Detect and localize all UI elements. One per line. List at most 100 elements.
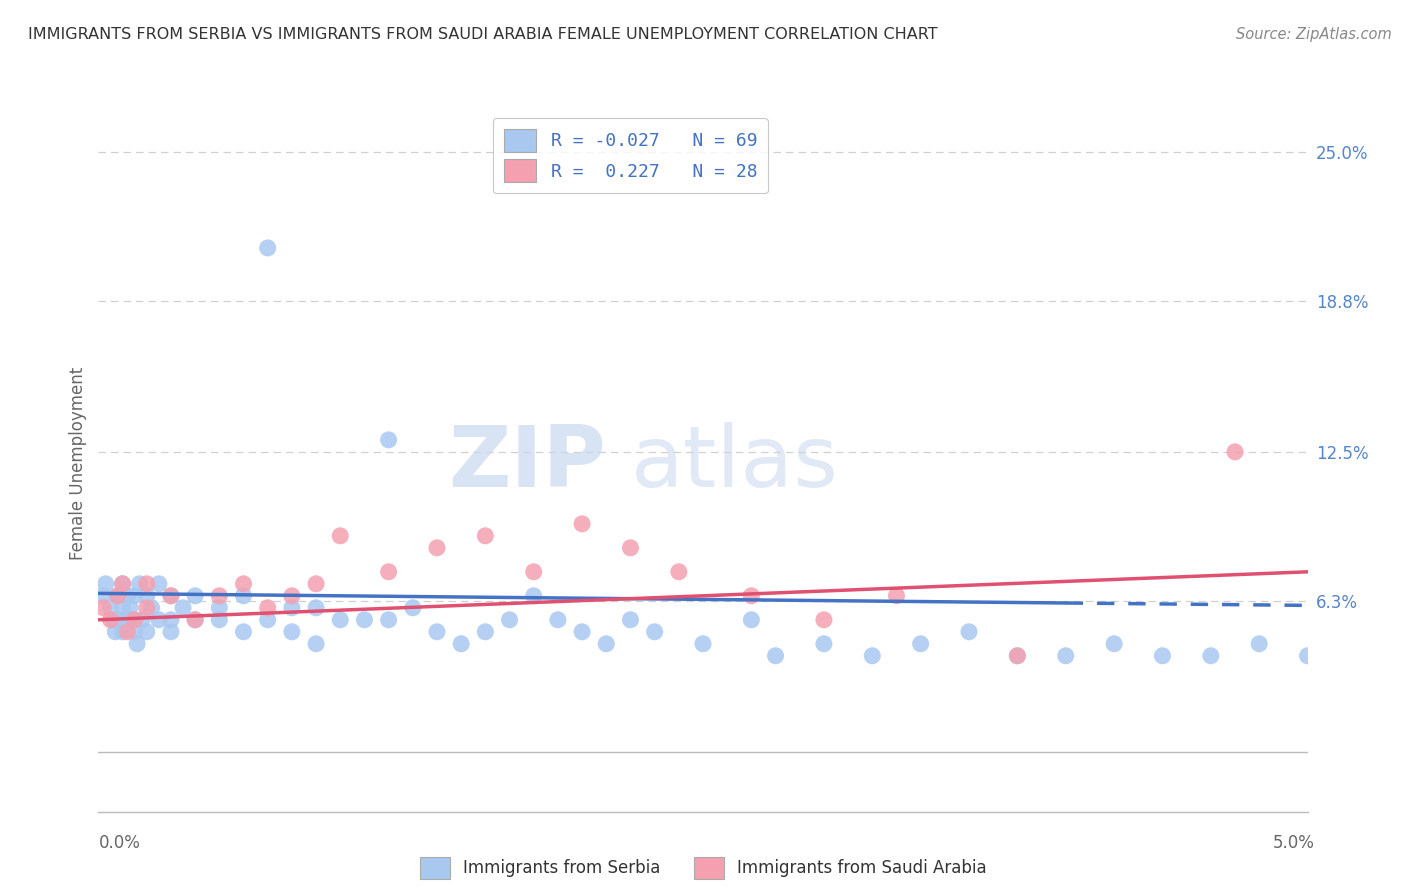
Point — [305, 600, 328, 615]
Text: IMMIGRANTS FROM SERBIA VS IMMIGRANTS FROM SAUDI ARABIA FEMALE UNEMPLOYMENT CORRE: IMMIGRANTS FROM SERBIA VS IMMIGRANTS FRO… — [28, 27, 938, 42]
Point — [148, 613, 170, 627]
Point — [474, 624, 496, 639]
Point — [886, 589, 908, 603]
Point — [121, 613, 143, 627]
Point — [498, 613, 520, 627]
Point — [1102, 637, 1125, 651]
Point — [135, 589, 157, 603]
Point — [184, 613, 207, 627]
Point — [1296, 648, 1319, 663]
Point — [668, 565, 690, 579]
Point — [124, 624, 146, 639]
Point — [571, 516, 593, 531]
Point — [329, 613, 352, 627]
Point — [547, 613, 569, 627]
Point — [232, 589, 254, 603]
Point — [740, 589, 762, 603]
Point — [957, 624, 980, 639]
Point — [117, 613, 139, 627]
Point — [160, 613, 183, 627]
Point — [141, 600, 163, 615]
Y-axis label: Female Unemployment: Female Unemployment — [69, 368, 87, 560]
Point — [813, 613, 835, 627]
Point — [256, 241, 278, 255]
Point — [135, 600, 157, 615]
Point — [124, 589, 146, 603]
Point — [1054, 648, 1077, 663]
Point — [474, 529, 496, 543]
Text: ZIP: ZIP — [449, 422, 606, 506]
Point — [208, 589, 231, 603]
Point — [1223, 445, 1246, 459]
Point — [256, 613, 278, 627]
Point — [160, 624, 183, 639]
Point — [1007, 648, 1029, 663]
Point — [108, 613, 131, 627]
Point — [232, 624, 254, 639]
Text: Source: ZipAtlas.com: Source: ZipAtlas.com — [1236, 27, 1392, 42]
Point — [377, 565, 399, 579]
Point — [281, 600, 304, 615]
Point — [740, 613, 762, 627]
Point — [377, 613, 399, 627]
Point — [148, 576, 170, 591]
Point — [305, 576, 328, 591]
Point — [377, 433, 399, 447]
Point — [107, 589, 129, 603]
Point — [104, 624, 127, 639]
Point — [184, 613, 207, 627]
Point — [329, 529, 352, 543]
Point — [450, 637, 472, 651]
Point — [232, 576, 254, 591]
Point — [402, 600, 425, 615]
Point — [118, 600, 141, 615]
Point — [571, 624, 593, 639]
Point — [124, 613, 146, 627]
Point — [135, 576, 157, 591]
Point — [128, 576, 150, 591]
Point — [100, 600, 122, 615]
Text: atlas: atlas — [630, 422, 838, 506]
Point — [1199, 648, 1222, 663]
Point — [111, 624, 134, 639]
Point — [860, 648, 883, 663]
Point — [94, 576, 117, 591]
Point — [1152, 648, 1174, 663]
Point — [256, 600, 278, 615]
Point — [107, 589, 129, 603]
Point — [111, 600, 134, 615]
Point — [91, 589, 114, 603]
Point — [353, 613, 375, 627]
Point — [117, 589, 139, 603]
Point — [127, 637, 149, 651]
Point — [910, 637, 932, 651]
Point — [1007, 648, 1029, 663]
Point — [619, 541, 641, 555]
Legend: Immigrants from Serbia, Immigrants from Saudi Arabia: Immigrants from Serbia, Immigrants from … — [411, 849, 995, 887]
Point — [426, 541, 449, 555]
Text: 5.0%: 5.0% — [1272, 834, 1315, 852]
Point — [281, 589, 304, 603]
Point — [523, 565, 546, 579]
Point — [281, 624, 304, 639]
Point — [692, 637, 714, 651]
Point — [595, 637, 617, 651]
Point — [160, 589, 183, 603]
Point — [160, 589, 183, 603]
Point — [131, 613, 153, 627]
Point — [91, 600, 114, 615]
Point — [208, 600, 231, 615]
Point — [813, 637, 835, 651]
Point — [523, 589, 546, 603]
Point — [619, 613, 641, 627]
Point — [1249, 637, 1271, 651]
Point — [100, 613, 122, 627]
Point — [117, 624, 139, 639]
Point — [101, 613, 124, 627]
Text: 0.0%: 0.0% — [98, 834, 141, 852]
Point — [426, 624, 449, 639]
Point — [765, 648, 787, 663]
Point — [135, 624, 157, 639]
Point — [111, 576, 134, 591]
Point — [305, 637, 328, 651]
